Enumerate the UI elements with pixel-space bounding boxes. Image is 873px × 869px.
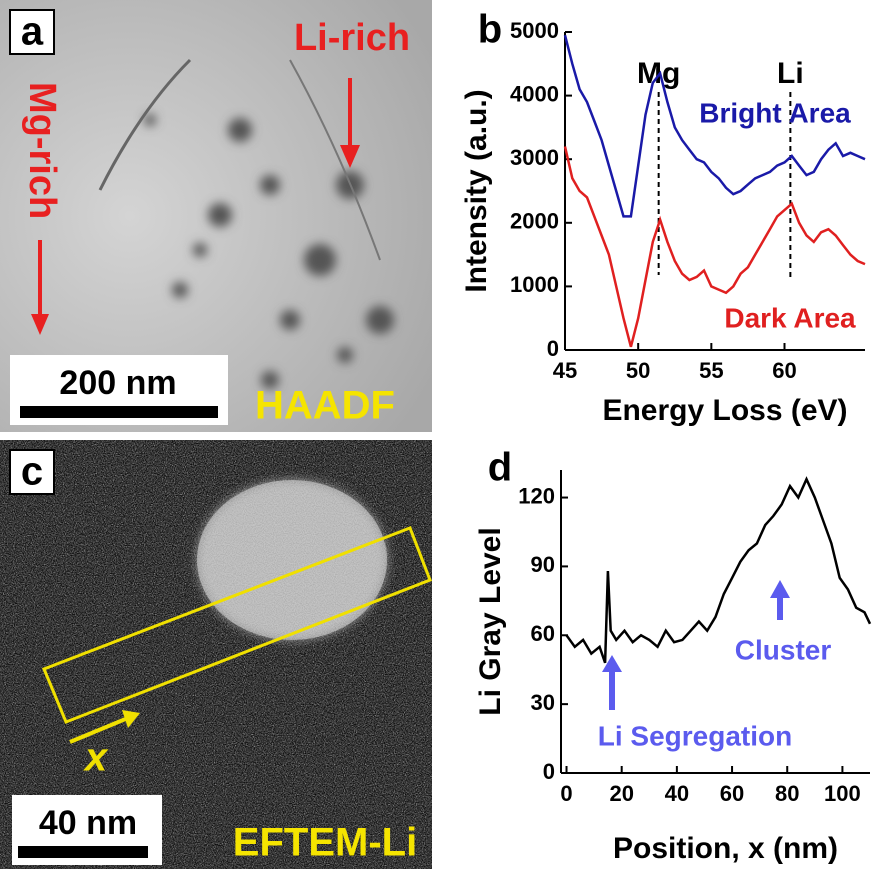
y-tick-label: 60 — [531, 621, 555, 646]
series-line — [565, 476, 872, 664]
y-axis-title: Li Gray Level — [474, 527, 507, 715]
x-tick-label: 40 — [665, 781, 689, 806]
y-tick-label: 1000 — [510, 272, 559, 297]
boundary — [289, 59, 381, 261]
annotation: Li-rich — [294, 17, 410, 59]
series-line — [563, 146, 866, 348]
mode-label: EFTEM-Li — [233, 821, 417, 865]
scale-bar — [20, 406, 218, 418]
panel-c: x c 40 nm EFTEM-Li — [0, 440, 432, 869]
roi-box — [42, 526, 432, 724]
annotation: Cluster — [735, 634, 832, 665]
y-tick-label: 30 — [531, 690, 555, 715]
x-axis-title: Position, x (nm) — [613, 832, 838, 865]
panel-label: c — [21, 450, 43, 494]
annotation: Li Segregation — [598, 720, 792, 751]
series-label: Dark Area — [724, 302, 856, 333]
x-tick-label: 60 — [720, 781, 744, 806]
y-tick-label: 3000 — [510, 145, 559, 170]
x-tick-label: 100 — [824, 781, 861, 806]
x-tick-label: 0 — [560, 781, 572, 806]
scale-label: 40 nm — [39, 804, 137, 842]
panel-a: a Li-rich Mg-rich 200 nm HAADF — [0, 0, 432, 432]
arrow-head — [340, 145, 360, 168]
panel-label-box — [9, 9, 55, 55]
arrow-head — [770, 580, 790, 598]
y-tick-label: 0 — [547, 336, 559, 361]
y-tick-label: 5000 — [510, 18, 559, 43]
x-tick-label: 80 — [775, 781, 799, 806]
x-tick-label: 55 — [699, 358, 723, 383]
scale-bar — [18, 846, 148, 858]
y-tick-label: 90 — [531, 552, 555, 577]
panel-label: a — [21, 10, 44, 54]
y-tick-label: 120 — [518, 483, 555, 508]
marker-label: Li — [777, 57, 804, 90]
x-tick-label: 20 — [609, 781, 633, 806]
panel-label: b — [478, 8, 502, 52]
series-label: Bright Area — [699, 97, 851, 128]
x-tick-label: 50 — [626, 358, 650, 383]
y-tick-label: 0 — [543, 759, 555, 784]
arrow — [69, 716, 129, 744]
arrow-head — [122, 710, 140, 728]
panel-label-box — [9, 449, 55, 495]
x-axis-title: Energy Loss (eV) — [602, 394, 847, 427]
precipitates — [144, 114, 394, 389]
boundary — [98, 58, 192, 191]
arrow-head — [602, 655, 622, 672]
mode-label: HAADF — [255, 384, 395, 428]
x-tick-label: 60 — [772, 358, 796, 383]
series-line — [563, 34, 866, 218]
arrow-head — [31, 314, 49, 335]
annotation: Mg-rich — [21, 82, 63, 219]
panel-label: d — [488, 446, 512, 490]
y-axis-title: Intensity (a.u.) — [460, 89, 493, 292]
y-tick-label: 2000 — [510, 209, 559, 234]
x-label: x — [83, 736, 109, 780]
y-tick-label: 4000 — [510, 81, 559, 106]
x-tick-label: 45 — [553, 358, 577, 383]
scale-label: 200 nm — [59, 364, 176, 402]
